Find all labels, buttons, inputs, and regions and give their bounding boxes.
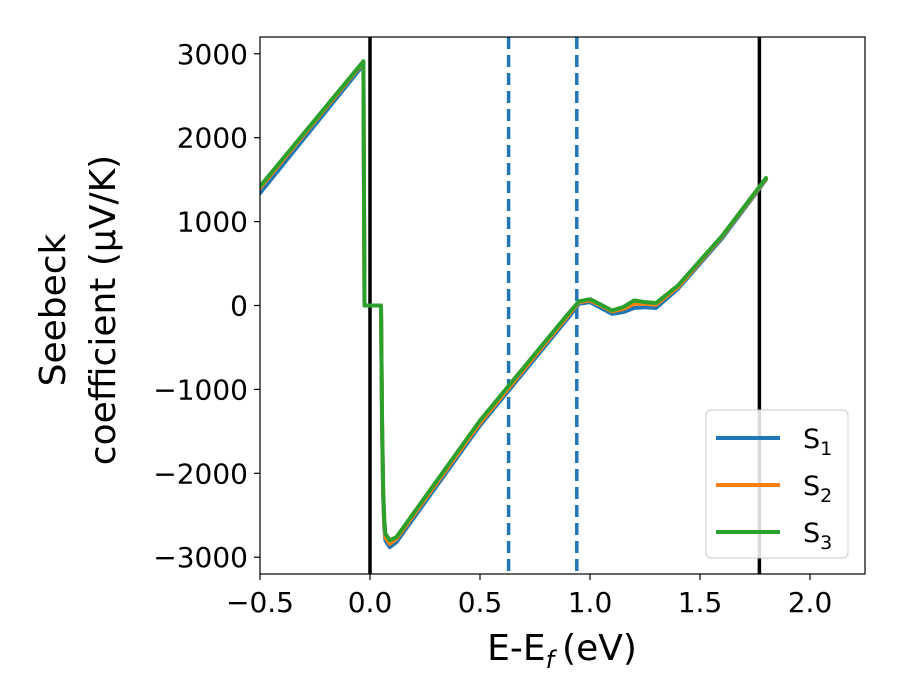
y-tick-label: 3000 (177, 38, 248, 71)
y-tick-label: −2000 (153, 457, 248, 490)
x-axis-ticks: −0.5 0.0 0.5 1.0 1.5 2.0 (226, 574, 832, 619)
series-line-s1 (260, 62, 768, 550)
legend-label-s2: S2 (803, 471, 832, 507)
x-tick-label: 1.5 (678, 586, 723, 619)
y-axis-label-line1: Seebeck (33, 233, 74, 386)
y-axis-ticks: 3000 2000 1000 0 −1000 −2000 −3000 (153, 38, 260, 574)
y-axis-label: Seebeck coefficient (μV/K) (33, 155, 124, 465)
legend: S1 S2 S3 (705, 409, 849, 559)
series-line-s2 (260, 60, 768, 546)
y-axis-label-line2: coefficient (μV/K) (83, 155, 124, 465)
y-tick-label: −3000 (153, 541, 248, 574)
y-tick-label: −1000 (153, 373, 248, 406)
x-tick-label: 0.5 (458, 586, 503, 619)
series-line-s3 (260, 59, 768, 543)
x-tick-label: 0.0 (348, 586, 393, 619)
x-axis-label: E-Ef (eV) (487, 628, 637, 674)
x-tick-label: 2.0 (788, 586, 833, 619)
x-tick-label: 1.0 (568, 586, 613, 619)
legend-label-s3: S3 (803, 518, 832, 554)
x-tick-label: −0.5 (226, 586, 294, 619)
series-lines (260, 59, 768, 550)
y-tick-label: 2000 (177, 122, 248, 155)
y-tick-label: 1000 (177, 206, 248, 239)
y-tick-label: 0 (230, 290, 248, 323)
legend-label-s1: S1 (803, 424, 832, 460)
